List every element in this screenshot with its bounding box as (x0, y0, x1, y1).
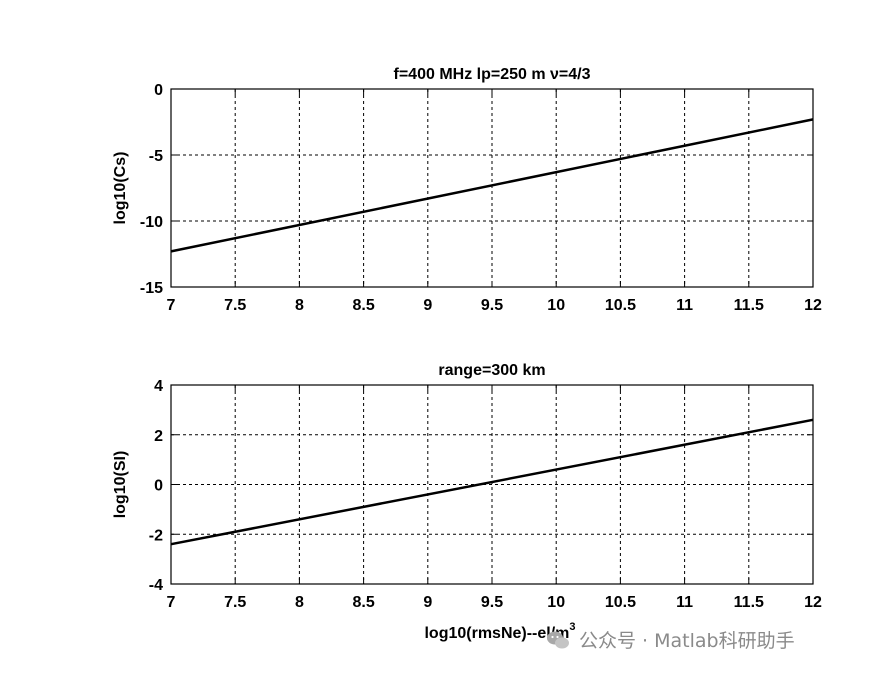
x-tick-label: 8 (295, 297, 304, 314)
y-tick-label: 0 (154, 478, 163, 495)
x-tick-label: 10 (547, 594, 565, 611)
x-tick-label: 9 (423, 594, 432, 611)
x-tick-label: 12 (804, 594, 822, 611)
cs-subplot: 7 7.5 8 8.5 9 9.5 10 10.5 11 11.5 12 0 -5 -10 -15 f=400… (112, 66, 822, 314)
x-tick-label: 7.5 (224, 594, 246, 611)
x-tick-label: 7 (167, 594, 176, 611)
x-axis-label-text: log10(rmsNe)--el/m (424, 625, 569, 642)
watermark-text: 公众号 · Matlab科研助手 (579, 630, 795, 652)
axes-box (170, 384, 814, 585)
si-subplot: 7 7.5 8 8.5 9 9.5 10 10.5 11 11.5 12 4 2 0 -2 -4 range=3… (112, 362, 822, 642)
series-line-cs (170, 118, 814, 253)
x-tick-label: 10 (547, 297, 565, 314)
x-tick-label: 9.5 (481, 297, 503, 314)
x-tick-label: 10.5 (605, 297, 636, 314)
watermark: 公众号 · Matlab科研助手 (545, 626, 795, 653)
x-tick-label: 7 (167, 297, 176, 314)
x-tick-label: 11.5 (734, 594, 764, 611)
chart-title: f=400 MHz lp=250 m ν=4/3 (394, 66, 591, 83)
x-tick-label: 9 (423, 297, 432, 314)
x-tick-label: 8 (295, 594, 304, 611)
x-tick-label: 11 (676, 594, 693, 611)
chart-title: range=300 km (438, 362, 545, 379)
y-axis-label: log10(SI) (112, 451, 129, 519)
y-tick-label: -5 (149, 148, 163, 165)
x-tick-label: 11.5 (734, 297, 764, 314)
x-tick-label: 11 (676, 297, 693, 314)
axes-box (170, 88, 814, 288)
y-tick-label: -15 (140, 280, 163, 297)
x-axis-label: log10(rmsNe)--el/m3 (424, 621, 575, 642)
x-tick-label: 8.5 (352, 594, 374, 611)
x-axis-label-superscript: 3 (569, 621, 575, 633)
x-tick-label: 8.5 (352, 297, 374, 314)
wechat-icon (547, 631, 569, 648)
y-tick-label: 4 (154, 378, 163, 395)
x-tick-label: 7.5 (224, 297, 246, 314)
x-tick-label: 9.5 (481, 594, 503, 611)
series-line-si (170, 418, 814, 546)
y-tick-label: -10 (140, 214, 163, 231)
x-tick-label: 10.5 (605, 594, 636, 611)
x-tick-label: 12 (804, 297, 822, 314)
y-tick-label: 0 (154, 82, 163, 99)
y-tick-label: -4 (149, 577, 163, 594)
y-tick-label: 2 (154, 428, 163, 445)
y-tick-label: -2 (149, 527, 163, 544)
y-axis-label: log10(Cs) (112, 152, 129, 225)
